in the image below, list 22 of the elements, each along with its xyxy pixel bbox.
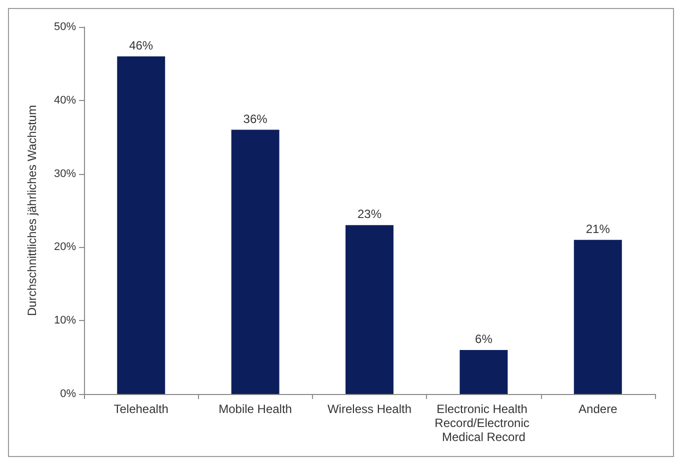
y-tick-label: 0% <box>60 388 76 400</box>
x-tick-label: Andere <box>578 402 618 416</box>
y-tick-label: 10% <box>54 314 76 327</box>
data-label: 23% <box>357 207 382 222</box>
x-tick-label: Wireless Health <box>327 402 412 416</box>
y-tick-label: 20% <box>54 241 76 254</box>
y-tick-label: 40% <box>54 94 76 106</box>
bar <box>346 225 394 394</box>
y-tick-label: 30% <box>54 168 76 180</box>
x-tick-label: Mobile Health <box>218 402 292 416</box>
bar <box>460 350 508 394</box>
bar <box>574 240 622 394</box>
bar <box>117 56 166 394</box>
bar <box>231 130 280 394</box>
data-label: 46% <box>129 38 154 52</box>
y-tick-label: 50% <box>54 21 76 33</box>
x-tick-label: Electronic Health Record/Electronic Medical Record <box>434 402 533 444</box>
data-label: 21% <box>586 222 610 236</box>
y-axis-title: Durchschnittliches jährliches Wachstum <box>25 105 39 316</box>
data-label: 6% <box>475 332 493 346</box>
data-label: 36% <box>243 112 268 126</box>
x-tick-label: Telehealth <box>114 402 168 416</box>
